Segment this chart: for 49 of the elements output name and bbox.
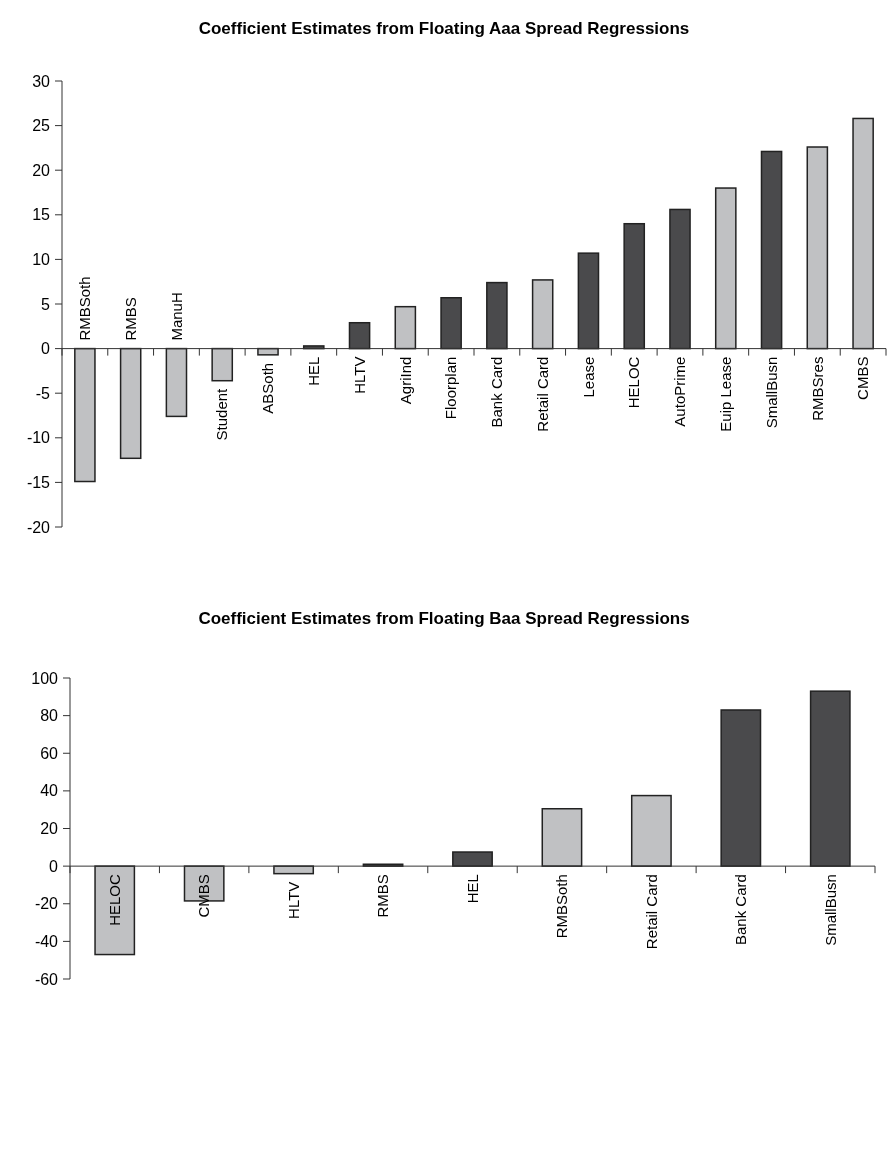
y-tick-label: 20	[40, 820, 59, 838]
x-tick-label: SmallBusn	[821, 874, 839, 946]
x-tick-label: RMBSoth	[76, 276, 94, 341]
y-tick-label: -10	[26, 429, 51, 447]
y-tick-label: -40	[34, 932, 59, 950]
y-tick-label: 20	[32, 161, 51, 179]
y-tick-label: 10	[32, 251, 51, 268]
y-tick-label: 25	[32, 117, 51, 135]
x-tick-label: HELOC	[105, 873, 123, 926]
y-tick-label: 15	[32, 206, 51, 224]
y-tick-label: 30	[32, 72, 51, 90]
y-tick-label: 40	[40, 782, 59, 800]
y-tick-label: 80	[40, 707, 59, 725]
chart-title: Coefficient Estimates from Floating Aaa Spread Regressions	[198, 19, 690, 38]
x-tick-label: HLTV	[284, 881, 302, 919]
x-tick-label: Student	[213, 387, 231, 441]
y-tick-label: -15	[26, 474, 51, 491]
x-tick-label: Floorplan	[442, 356, 460, 420]
x-tick-label: Bank Card	[488, 356, 506, 428]
x-tick-label: Bank Card	[732, 874, 750, 945]
x-tick-label: HEL	[305, 356, 323, 386]
x-tick-label: Retail Card	[642, 874, 660, 950]
chart-title: Coefficient Estimates from Floating Baa Spread Regressions	[198, 609, 690, 628]
x-tick-label: HEL	[463, 874, 481, 904]
x-tick-label: Lease	[579, 356, 597, 398]
x-tick-label: SmallBusn	[762, 356, 780, 429]
x-tick-label: HELOC	[625, 356, 643, 409]
x-tick-label: Retail Card	[533, 356, 551, 432]
x-tick-label: CMBS	[195, 874, 213, 918]
x-tick-label: RMBS	[121, 297, 139, 341]
y-tick-label: 60	[40, 744, 59, 762]
x-tick-label: HLTV	[350, 356, 368, 394]
x-tick-label: Euip Lease	[717, 356, 735, 432]
y-tick-label: 5	[41, 295, 51, 313]
x-tick-label: RMBSoth	[553, 874, 571, 939]
y-tick-label: -60	[34, 970, 59, 988]
x-tick-label: RMBS	[374, 874, 392, 918]
y-tick-label: 100	[31, 669, 59, 687]
y-tick-label: -20	[34, 895, 59, 913]
x-tick-label: ManuH	[167, 292, 185, 341]
x-tick-label: AutoPrime	[671, 356, 689, 427]
x-tick-label: ABSoth	[259, 362, 277, 414]
y-tick-label: 0	[41, 340, 51, 358]
y-tick-label: -5	[35, 384, 51, 402]
x-tick-label: CMBS	[854, 356, 872, 400]
x-tick-label: AgriInd	[396, 356, 414, 405]
y-tick-label: 0	[49, 857, 59, 875]
y-tick-label: -20	[26, 518, 51, 536]
x-tick-label: RMBSres	[808, 356, 826, 421]
